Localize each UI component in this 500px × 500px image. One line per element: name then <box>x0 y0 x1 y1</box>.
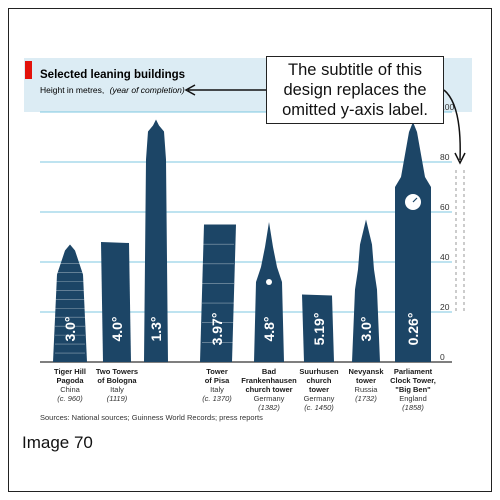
y-tick-label: 80 <box>440 152 450 162</box>
building-name: Tower <box>206 367 228 376</box>
y-tick-label: 60 <box>440 202 450 212</box>
lean-value: 3.0° <box>358 316 374 341</box>
building-country: Germany <box>304 394 335 403</box>
subtitle-main: Height in metres, <box>40 85 104 95</box>
building-name: church <box>306 376 331 385</box>
y-ticks: 0 20 40 60 80 100 <box>440 102 454 362</box>
grid-layer <box>40 111 452 363</box>
building-bar <box>352 219 380 362</box>
lean-value: 0.26° <box>405 313 421 346</box>
building-name: Parliament <box>394 367 433 376</box>
subtitle-italic: (year of completion) <box>110 85 185 95</box>
building-name: Two Towers <box>96 367 138 376</box>
building-bar <box>101 242 131 362</box>
y-tick-label: 40 <box>440 252 450 262</box>
building-name: tower <box>356 376 376 385</box>
building-name: Suurhusen <box>299 367 339 376</box>
building-name: Clock Tower, <box>390 376 436 385</box>
building-year: (c. 960) <box>57 394 83 403</box>
building-country: Russia <box>355 385 379 394</box>
accent-bar <box>25 61 32 79</box>
building-country: England <box>399 394 427 403</box>
building-name: tower <box>309 385 329 394</box>
building-year: (1858) <box>402 403 424 412</box>
building-bar <box>53 244 87 362</box>
building-name: Frankenhausen <box>241 376 297 385</box>
callout-box: The subtitle of this design replaces the… <box>266 56 444 124</box>
building-name: Pagoda <box>56 376 84 385</box>
building-country: Germany <box>254 394 285 403</box>
building-bar <box>200 224 236 362</box>
building-year: (c. 1370) <box>202 394 232 403</box>
buildings-layer: 3.0° 4.0° 1.3° 3.97° 4.8° 5.19° 3.0° 0.26° <box>53 119 431 362</box>
building-name: church tower <box>245 385 292 394</box>
image-caption: Image 70 <box>22 433 93 452</box>
building-name: Nevyansk <box>348 367 384 376</box>
building-name: of Pisa <box>205 376 230 385</box>
y-tick-label: 20 <box>440 302 450 312</box>
lean-value: 1.3° <box>148 316 164 341</box>
lean-value: 4.0° <box>109 316 125 341</box>
building-bar <box>254 222 284 362</box>
building-country: Italy <box>210 385 224 394</box>
building-year: (1732) <box>355 394 377 403</box>
building-country: Italy <box>110 385 124 394</box>
building-name: "Big Ben" <box>395 385 431 394</box>
building-name: Tiger Hill <box>54 367 86 376</box>
source-note: Sources: National sources; Guinness Worl… <box>40 413 263 422</box>
y-tick-label: 0 <box>440 352 445 362</box>
building-name: of Bologna <box>97 376 137 385</box>
chart-title: Selected leaning buildings <box>40 69 185 81</box>
building-bar <box>302 294 334 362</box>
lean-value: 3.97° <box>209 313 225 346</box>
callout-arrowhead-left <box>184 84 196 96</box>
building-name: Bad <box>262 367 277 376</box>
building-year: (1382) <box>258 403 280 412</box>
lean-value: 3.0° <box>62 316 78 341</box>
lean-value: 5.19° <box>311 313 327 346</box>
building-country: China <box>60 385 80 394</box>
building-bar <box>144 119 168 362</box>
building-year: (c. 1450) <box>304 403 334 412</box>
building-year: (1119) <box>107 394 128 403</box>
lean-value: 4.8° <box>261 316 277 341</box>
callout-arrowhead-right <box>454 152 466 165</box>
building-bar <box>395 122 431 362</box>
callout-arrow-right <box>443 89 461 161</box>
y-tick-label: 100 <box>440 102 454 112</box>
chart-subtitle: Height in metres, (year of completion) <box>40 85 185 95</box>
